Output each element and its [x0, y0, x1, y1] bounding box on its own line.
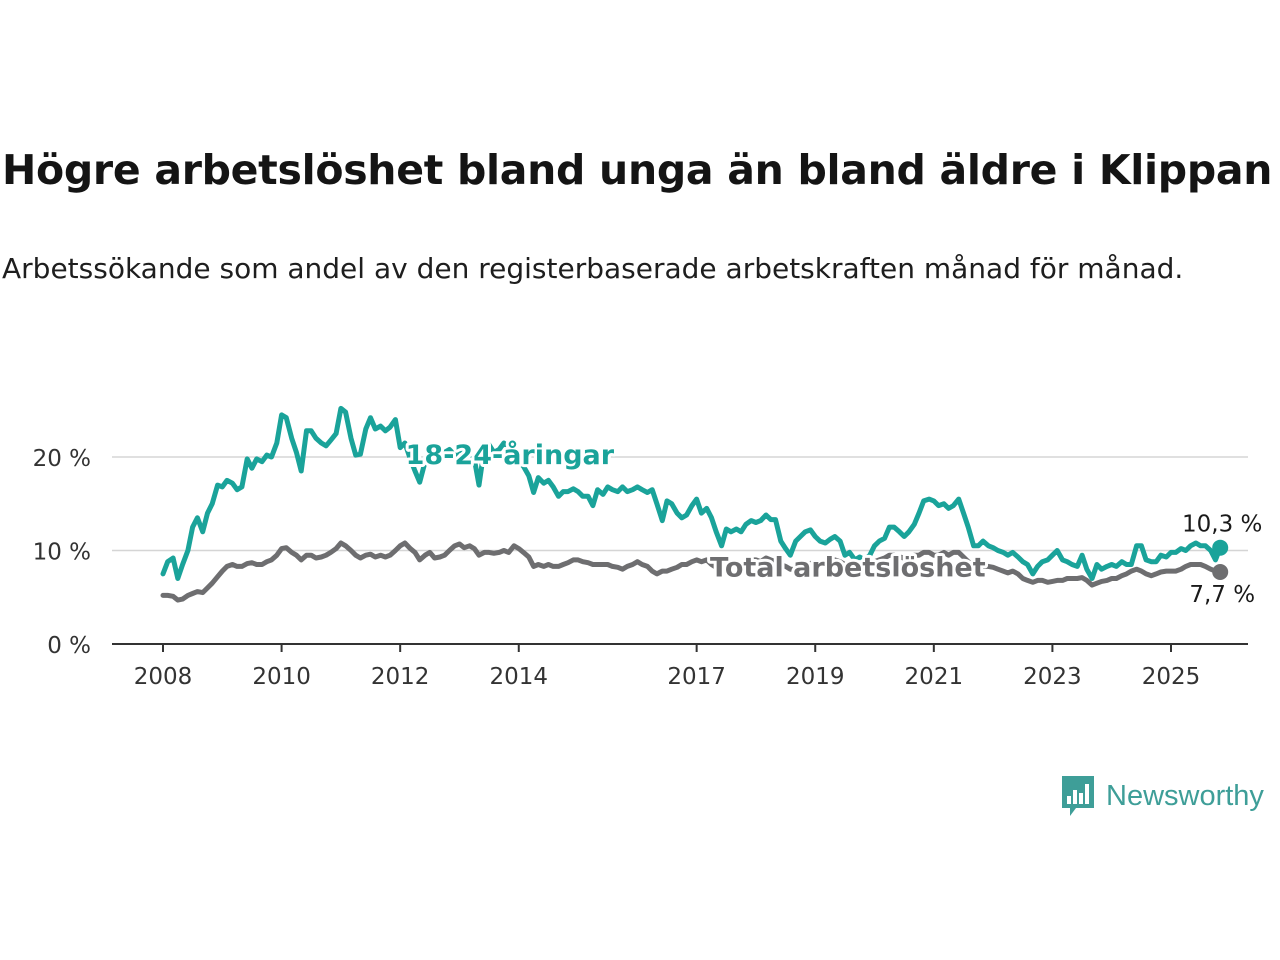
brand-name: Newsworthy — [1106, 779, 1264, 812]
end-value-label-total: 7,7 % — [1189, 582, 1255, 608]
x-tick-label: 2014 — [489, 664, 548, 690]
y-tick-label: 10 % — [33, 540, 91, 566]
series-line-total — [160, 540, 1223, 603]
end-marker-total — [1212, 564, 1229, 581]
x-axis: 2008 2010 2012 2014 2017 2019 2021 2023 2025 — [112, 643, 1248, 690]
y-axis-ticks: 0 % 10 % 20 % — [33, 446, 91, 659]
y-tick-label: 0 % — [47, 633, 91, 659]
newsworthy-logo[interactable]: Newsworthy — [1060, 774, 1264, 818]
x-tick-label: 2017 — [667, 664, 726, 690]
series-name-label-18-24: 18-24-åringar — [406, 439, 615, 471]
x-tick-label: 2025 — [1142, 664, 1201, 690]
bar-chart-speech-bubble-icon — [1062, 776, 1094, 816]
x-tick-label: 2019 — [786, 664, 845, 690]
chart-subtitle: Arbetssökande som andel av den registerb… — [2, 252, 1184, 285]
x-tick-label: 2010 — [252, 664, 311, 690]
x-tick-label: 2023 — [1023, 664, 1082, 690]
series-line-18-24 — [160, 405, 1223, 581]
series-name-label-total: Total arbetslöshet — [710, 553, 986, 584]
end-marker-18-24 — [1212, 539, 1229, 556]
series-lines — [160, 405, 1229, 603]
series-labels: 10,3 % 7,7 % 18-24-åringar Total arbetslösh… — [403, 436, 1263, 608]
chart-title: Högre arbetslöshet bland unga än bland ä… — [2, 146, 1273, 194]
line-chart: 0 % 10 % 20 % 2008 2010 2012 2014 2017 2019 2021… — [33, 405, 1263, 690]
x-tick-label: 2008 — [134, 664, 193, 690]
gridlines — [112, 456, 1248, 552]
x-tick-label: 2021 — [905, 664, 964, 690]
end-value-label-18-24: 10,3 % — [1182, 512, 1262, 538]
y-tick-label: 20 % — [33, 446, 91, 472]
x-tick-label: 2012 — [371, 664, 430, 690]
